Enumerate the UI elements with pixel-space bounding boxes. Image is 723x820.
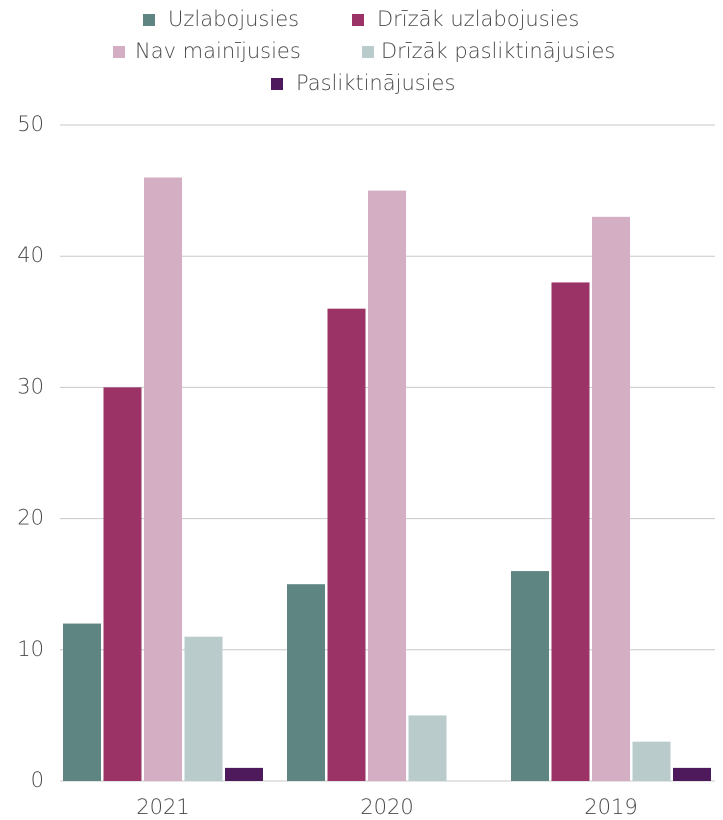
legend-label: Nav mainījusies xyxy=(135,39,301,63)
bar xyxy=(103,387,142,781)
bar xyxy=(287,584,325,781)
x-tick-label: 2020 xyxy=(360,795,413,819)
y-tick-label: 30 xyxy=(17,374,44,398)
bar xyxy=(673,767,711,781)
bar xyxy=(511,571,549,781)
bar xyxy=(184,636,223,781)
bar xyxy=(368,190,406,782)
legend-marker xyxy=(352,14,364,26)
bar xyxy=(551,282,590,781)
legend-label: Uzlabojusies xyxy=(168,7,299,31)
legend-marker xyxy=(113,46,125,58)
bar xyxy=(408,715,447,781)
y-tick-label: 0 xyxy=(31,768,44,792)
bar xyxy=(592,216,630,782)
bar xyxy=(632,741,671,781)
x-tick-label: 2021 xyxy=(136,795,189,819)
bar xyxy=(225,767,263,781)
y-tick-label: 20 xyxy=(17,506,44,530)
legend-marker xyxy=(271,78,283,90)
y-tick-label: 10 xyxy=(17,637,44,661)
y-tick-label: 40 xyxy=(17,243,44,267)
bar xyxy=(63,623,101,781)
legend-label: Drīzāk uzlabojusies xyxy=(377,7,579,31)
bar xyxy=(144,177,182,782)
legend-label: Pasliktinājusies xyxy=(296,71,455,95)
legend-marker xyxy=(143,14,155,26)
legend-label: Drīzāk pasliktinājusies xyxy=(381,39,615,63)
x-tick-label: 2019 xyxy=(584,795,637,819)
bar xyxy=(327,308,366,781)
legend-marker xyxy=(362,46,374,58)
y-tick-label: 50 xyxy=(17,112,44,136)
